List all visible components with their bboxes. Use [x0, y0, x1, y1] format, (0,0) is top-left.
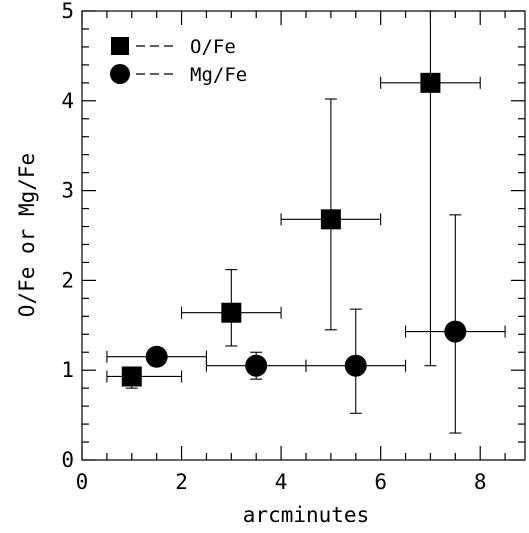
mgfe-data-point	[344, 354, 367, 377]
mgfe-data-point	[145, 345, 168, 368]
axis-ticks	[81, 10, 525, 461]
legend-label-mgfe: Mg/Fe	[190, 64, 247, 86]
ofe-data-point	[320, 209, 341, 230]
ofe-data-point	[121, 366, 142, 387]
legend-marker-circle	[110, 64, 130, 84]
x-tick-label: 0	[76, 470, 89, 494]
x-tick-label: 8	[474, 470, 487, 494]
y-axis-title: O/Fe or Mg/Fe	[15, 153, 39, 317]
y-tick-label: 0	[61, 448, 74, 472]
data-series	[106, 10, 506, 434]
plot-frame	[81, 10, 526, 461]
legend: O/Fe Mg/Fe	[110, 36, 247, 86]
x-axis-title: arcminutes	[243, 503, 369, 527]
legend-label-ofe: O/Fe	[190, 36, 236, 58]
y-tick-label: 2	[61, 268, 74, 292]
y-tick-label: 3	[61, 179, 74, 203]
x-tick-label: 2	[175, 470, 188, 494]
legend-marker-square	[111, 37, 129, 55]
y-tick-label: 4	[61, 89, 74, 113]
mgfe-data-point	[444, 320, 467, 343]
ofe-data-point	[420, 72, 441, 93]
mgfe-data-point	[245, 354, 268, 377]
axis-tick-labels: 0 2 4 6 8 0 1 2 3 4 5	[61, 0, 486, 494]
y-tick-label: 1	[61, 358, 74, 382]
y-tick-label: 5	[61, 0, 74, 23]
x-tick-label: 6	[374, 470, 387, 494]
ofe-data-point	[221, 302, 242, 323]
x-tick-label: 4	[275, 470, 288, 494]
